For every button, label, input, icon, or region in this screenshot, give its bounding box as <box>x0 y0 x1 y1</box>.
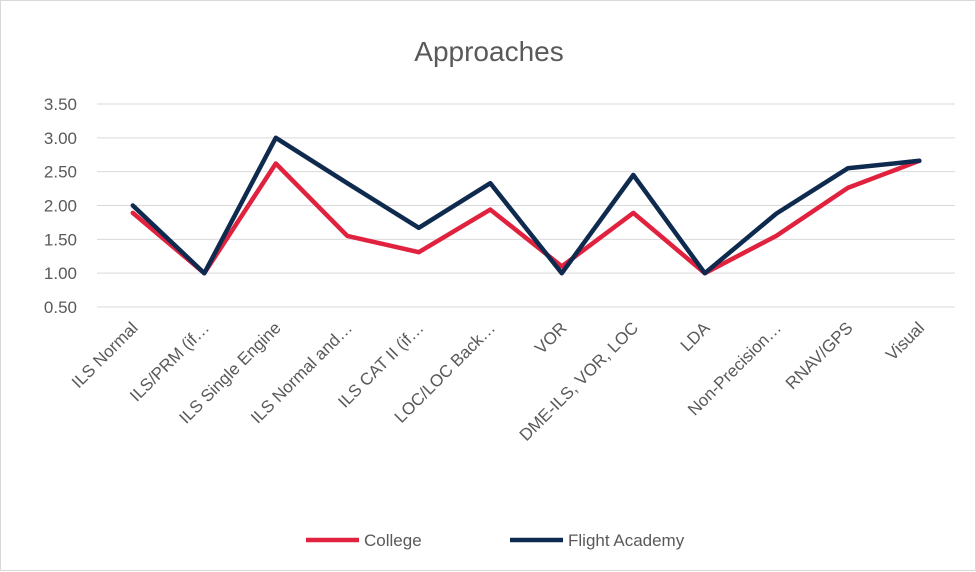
x-tick-label: VOR <box>531 318 570 357</box>
y-tick-label: 1.00 <box>44 264 77 283</box>
series-line-0 <box>133 161 920 273</box>
y-axis-ticks: 3.50 3.00 2.50 2.00 1.50 1.00 0.50 <box>44 95 77 317</box>
x-tick-label: DME-ILS, VOR, LOC <box>516 318 642 444</box>
legend-label: College <box>364 531 422 550</box>
y-tick-label: 2.00 <box>44 197 77 216</box>
x-tick-label: ILS Normal <box>68 318 142 392</box>
legend: College Flight Academy <box>306 531 685 550</box>
x-tick-label: Visual <box>882 318 928 364</box>
x-tick-label: LDA <box>677 318 714 355</box>
x-tick-label: RNAV/GPS <box>782 318 857 393</box>
chart-title: Approaches <box>414 36 563 67</box>
y-tick-label: 3.50 <box>44 95 77 114</box>
gridlines <box>97 104 955 307</box>
y-tick-label: 3.00 <box>44 129 77 148</box>
y-tick-label: 0.50 <box>44 298 77 317</box>
y-tick-label: 1.50 <box>44 230 77 249</box>
legend-label: Flight Academy <box>568 531 685 550</box>
y-tick-label: 2.50 <box>44 163 77 182</box>
